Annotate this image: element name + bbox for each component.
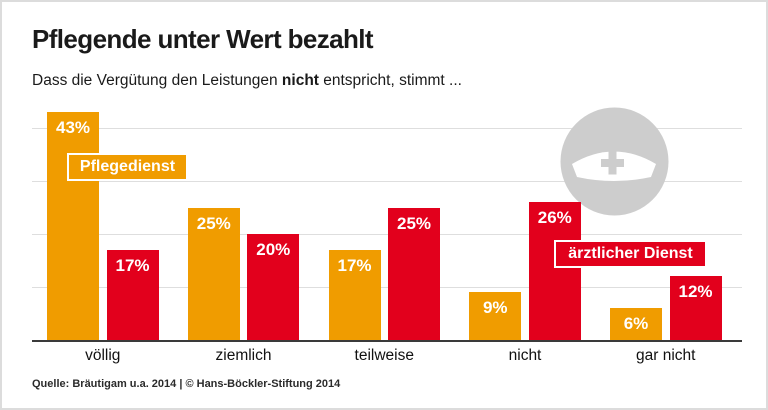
category-label-gar-nicht: gar nicht — [636, 347, 696, 364]
bar-aerztlicher-dienst-nicht — [528, 202, 581, 340]
bar-aerztlicher-dienst-völlig — [106, 249, 159, 340]
bar-pflegedienst-nicht — [469, 292, 522, 340]
value-label-aerztlicher-dienst-gar-nicht: 12% — [678, 282, 713, 302]
page-title: Pflegende unter Wert bezahlt — [32, 24, 374, 54]
x-axis-line — [32, 340, 742, 342]
bar-pflegedienst-teilweise — [328, 249, 381, 340]
nurse-cap-icon — [560, 107, 669, 216]
gridline-30 — [32, 181, 742, 182]
legend-badge-aerztlicher-dienst: ärztlicher Dienst — [554, 240, 707, 268]
gridline-20 — [32, 234, 742, 235]
source-text: Quelle: Bräutigam u.a. 2014 | © Hans-Böc… — [32, 378, 341, 390]
value-label-pflegedienst-nicht: 9% — [482, 298, 508, 318]
value-label-aerztlicher-dienst-ziemlich: 20% — [256, 240, 291, 259]
subtitle-bold-word: nicht — [281, 72, 319, 89]
subtitle-suffix: entspricht, stimmt ... — [318, 72, 462, 89]
bar-aerztlicher-dienst-ziemlich — [247, 234, 300, 340]
gridline-40 — [32, 128, 742, 129]
legend-badge-pflegedienst: Pflegedienst — [67, 153, 188, 181]
bar-pflegedienst-ziemlich — [187, 207, 240, 340]
subtitle: Dass die Vergütung den Leistungen nicht … — [32, 72, 462, 90]
gridline-10 — [32, 287, 742, 288]
value-label-aerztlicher-dienst-nicht: 26% — [537, 208, 572, 228]
value-label-pflegedienst-teilweise: 17% — [337, 255, 372, 275]
category-label-ziemlich: ziemlich — [215, 347, 272, 364]
value-label-pflegedienst-gar-nicht: 6% — [623, 314, 649, 334]
bar-pflegedienst-völlig — [47, 112, 99, 340]
bar-aerztlicher-dienst-gar-nicht — [669, 276, 722, 340]
value-label-aerztlicher-dienst-völlig: 17% — [115, 255, 150, 275]
category-label-nicht: nicht — [508, 347, 542, 364]
category-label-teilweise: teilweise — [354, 347, 414, 364]
category-label-völlig: völlig — [85, 347, 121, 364]
bar-pflegedienst-gar-nicht — [610, 308, 662, 340]
value-label-pflegedienst-völlig: 43% — [55, 118, 91, 138]
value-label-aerztlicher-dienst-teilweise: 25% — [396, 213, 432, 233]
value-label-pflegedienst-ziemlich: 25% — [196, 213, 231, 233]
subtitle-prefix: Dass die Vergütung den Leistungen — [32, 72, 282, 89]
bar-aerztlicher-dienst-teilweise — [388, 207, 440, 340]
cross-vertical — [608, 151, 617, 175]
